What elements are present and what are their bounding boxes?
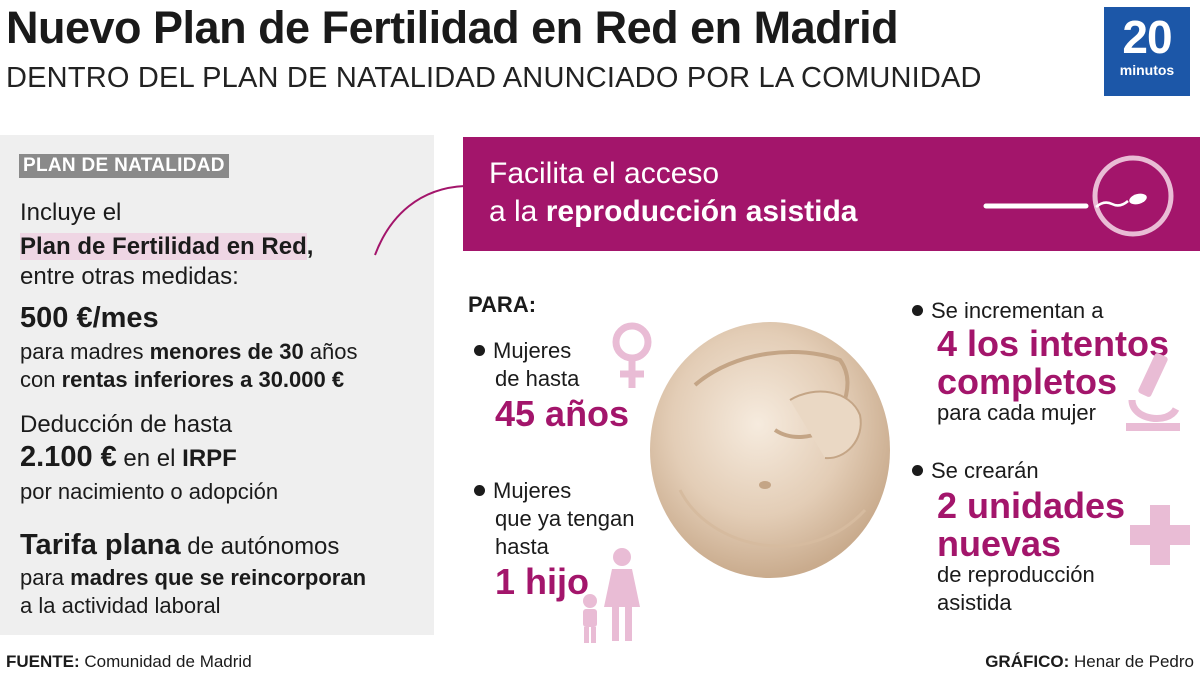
measure-3-line-3: a la actividad laboral [20, 593, 221, 618]
page-subtitle: DENTRO DEL PLAN DE NATALIDAD ANUNCIADO P… [6, 62, 982, 94]
intro-comma: , [306, 233, 314, 260]
right-c-highlight-1: 4 los intentos [937, 323, 1170, 364]
right-d-text-1: Se crearán [931, 458, 1039, 483]
m3-text-rest: de autónomos [180, 533, 340, 560]
banner-line-1: Facilita el acceso [489, 157, 720, 190]
right-c-line-2: para cada mujer [937, 400, 1096, 425]
m3-text-a: para [20, 565, 71, 590]
measure-2-amount: 2.100 € [20, 441, 117, 473]
graphic-credit: GRÁFICO: Henar de Pedro [985, 652, 1194, 672]
plan-natalidad-panel [0, 135, 434, 635]
intro-line-3: entre otras medidas: [20, 263, 239, 290]
banner-text-b: reproducción asistida [545, 195, 858, 228]
measure-3-line-2: para madres que se reincorporan [20, 564, 366, 592]
plan-natalidad-tag: PLAN DE NATALIDAD [19, 154, 229, 178]
para-b-highlight: 1 hijo [495, 561, 590, 602]
intro-highlight: Plan de Fertilidad en Red [20, 233, 307, 260]
m1-text-e: rentas inferiores a 30.000 € [61, 367, 345, 392]
measure-3-line-1: Tarifa plana de autónomos [20, 530, 339, 562]
m2-text-mid: en el [116, 445, 183, 472]
bullet-icon [474, 344, 485, 356]
credit-label: GRÁFICO: [985, 652, 1070, 671]
measure-2-line-3: por nacimiento o adopción [20, 479, 279, 504]
measure-3-title: Tarifa plana [20, 529, 181, 561]
measure-2-line-1: Deducción de hasta [20, 411, 233, 438]
brand-logo: 20 minutos [1104, 7, 1190, 96]
right-d-line-1: Se crearán [912, 458, 1039, 484]
logo-number: 20 [1122, 11, 1172, 63]
banner: Facilita el acceso a la reproducción asi… [463, 137, 1200, 251]
right-d-line-2: de reproducción [937, 562, 1095, 587]
para-b-line-1: Mujeres [474, 478, 571, 504]
page-title: Nuevo Plan de Fertilidad en Red en Madri… [6, 2, 899, 53]
bullet-icon [912, 304, 923, 316]
connector-line [374, 185, 466, 256]
bullet-icon [474, 484, 485, 496]
intro-line-1: Incluye el [20, 199, 122, 226]
para-a-highlight: 45 años [495, 393, 630, 434]
logo-word: minutos [1119, 62, 1175, 78]
para-b-line-2: que ya tengan [495, 506, 635, 531]
source-credit: FUENTE: Comunidad de Madrid [6, 652, 252, 672]
right-d-line-3: asistida [937, 590, 1012, 615]
para-a-text-1: Mujeres [493, 338, 572, 363]
right-d-highlight-2: nuevas [937, 523, 1062, 564]
m3-text-b: madres que se reincorporan [70, 565, 367, 590]
plus-icon [1130, 505, 1190, 565]
m1-text-c: años [303, 339, 358, 364]
right-c-line-1: Se incrementan a [912, 298, 1103, 324]
source-text: Comunidad de Madrid [79, 652, 252, 671]
female-symbol-icon [612, 322, 652, 388]
credit-text: Henar de Pedro [1069, 652, 1194, 671]
m1-text-a: para madres [20, 339, 150, 364]
m1-text-b: menores de 30 [149, 339, 304, 364]
measure-1-line-3: con rentas inferiores a 30.000 € [20, 366, 344, 394]
banner-text-a: a la [489, 195, 546, 228]
pregnant-belly-image [650, 322, 890, 578]
right-c-text-1: Se incrementan a [931, 298, 1104, 323]
measure-1-amount: 500 €/mes [20, 302, 159, 334]
banner-line-2: a la reproducción asistida [489, 195, 857, 229]
measure-1-line-2: para madres menores de 30 años [20, 338, 358, 366]
mother-child-icon [583, 548, 640, 643]
bullet-icon [912, 464, 923, 476]
para-b-line-3: hasta [495, 534, 549, 559]
m1-text-d: con [20, 367, 62, 392]
para-b-text-1: Mujeres [493, 478, 572, 503]
measure-2-line-2: 2.100 € en el IRPF [20, 442, 237, 474]
right-c-highlight-2: completos [937, 361, 1118, 402]
sperm-egg-icon [983, 155, 1174, 237]
para-a-line-1: Mujeres [474, 338, 571, 364]
microscope-icon [1126, 353, 1180, 431]
right-d-highlight-1: 2 unidades [937, 485, 1126, 526]
m2-text-irpf: IRPF [182, 445, 237, 472]
source-label: FUENTE: [6, 652, 80, 671]
para-label: PARA: [468, 292, 537, 317]
para-a-line-2: de hasta [495, 366, 580, 391]
intro-line-2: Plan de Fertilidad en Red, [20, 232, 313, 262]
